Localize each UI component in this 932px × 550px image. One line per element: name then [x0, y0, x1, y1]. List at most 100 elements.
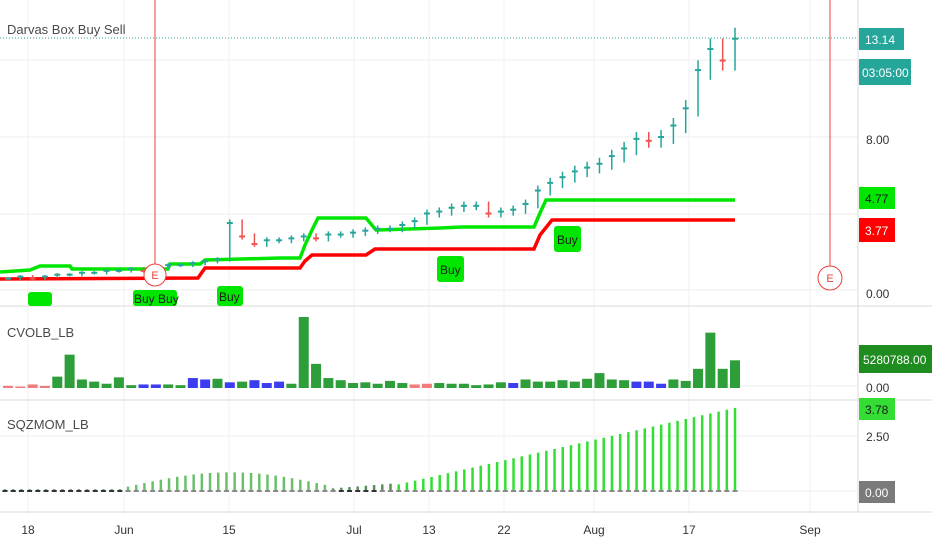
volume-bar — [508, 383, 519, 388]
volume-bar — [126, 385, 137, 388]
volume-bar — [89, 381, 100, 388]
volume-bar — [39, 385, 50, 388]
candle — [17, 275, 24, 280]
momentum-tag: 3.78 — [859, 398, 895, 420]
volume-bar — [730, 360, 740, 388]
price-tag-box-top: 4.77 — [859, 187, 895, 209]
box-bottom-text: 3.77 — [865, 224, 889, 238]
volume-tag-text: 5280788.00 — [863, 353, 927, 367]
volume-bar — [224, 382, 235, 388]
candle — [633, 131, 640, 156]
volume-pane-title: CVOLB_LB — [7, 325, 74, 340]
momentum-axis[interactable]: 3.78 2.50 0.00 — [859, 398, 895, 503]
candle — [411, 217, 418, 229]
candle — [485, 201, 492, 218]
buy-signal-1[interactable]: Buy — [437, 256, 464, 282]
candle — [202, 259, 209, 266]
candle — [263, 237, 270, 247]
volume-bar — [261, 383, 272, 388]
candle — [214, 257, 221, 264]
buy-signal-3[interactable]: Buy — [217, 286, 243, 306]
candle — [695, 60, 702, 117]
pane-separators[interactable] — [0, 0, 932, 513]
volume-bar — [434, 383, 445, 388]
candle — [473, 201, 480, 211]
volume-bar — [619, 380, 630, 388]
candle — [251, 233, 258, 247]
volume-bar — [212, 378, 223, 388]
momentum-tag-text: 3.78 — [865, 403, 889, 417]
volume-bar — [286, 383, 297, 388]
volume-bar — [705, 332, 716, 388]
volume-bar — [249, 380, 260, 388]
main-pane-title: Darvas Box Buy Sell — [7, 22, 126, 37]
volume-bar — [409, 384, 420, 388]
volume-bar — [569, 381, 580, 388]
earnings-marker-aug[interactable]: E — [817, 265, 843, 291]
time-label-sep: Sep — [799, 523, 821, 537]
candle — [226, 219, 233, 262]
candle — [621, 141, 628, 163]
volume-bar — [483, 384, 494, 388]
volume-bar — [348, 383, 359, 388]
buy-signal-edge[interactable] — [28, 292, 52, 306]
volume-bar — [3, 385, 13, 388]
candle — [313, 233, 320, 242]
price-tag-box-bottom: 3.77 — [859, 218, 895, 242]
candle — [596, 157, 603, 174]
candle — [645, 131, 652, 148]
momentum-zero-text: 0.00 — [865, 486, 889, 500]
volume-bar — [668, 379, 679, 388]
candle — [707, 38, 714, 80]
candle — [239, 219, 246, 240]
time-label-15: 15 — [222, 523, 236, 537]
volume-bar — [200, 379, 211, 388]
time-label-18: 18 — [21, 523, 35, 537]
buy-signal-label: Buy — [219, 290, 240, 304]
countdown-tag: 03:05:00 — [859, 59, 911, 85]
volume-bar — [471, 385, 482, 388]
time-label-17: 17 — [682, 523, 696, 537]
candle — [682, 100, 689, 134]
candle — [374, 225, 381, 235]
volume-bar — [274, 381, 285, 388]
volume-bar — [187, 378, 198, 388]
candle — [165, 263, 172, 269]
buy-signal-2[interactable]: Buy — [554, 226, 581, 252]
candle — [177, 263, 184, 268]
time-grid — [27, 0, 811, 514]
volume-bar — [138, 384, 149, 388]
time-label-jun: Jun — [114, 523, 133, 537]
earnings-marker-jun[interactable]: E — [143, 263, 167, 287]
candle — [276, 237, 283, 244]
earnings-label: E — [826, 273, 833, 285]
volume-bar — [52, 376, 63, 388]
candle — [103, 269, 110, 275]
volume-tick-0: 0.00 — [866, 381, 890, 395]
price-axis[interactable]: 13.14 03:05:00 8.00 4.77 3.77 0.00 — [859, 28, 911, 301]
candle — [423, 209, 430, 225]
candle — [608, 149, 615, 170]
volume-bar — [298, 317, 309, 388]
volume-bar — [163, 384, 174, 388]
candle — [337, 231, 344, 238]
candle — [436, 207, 443, 218]
momentum-tick-2-5: 2.50 — [866, 430, 890, 444]
volume-axis[interactable]: 5280788.00 0.00 — [859, 345, 932, 395]
candle — [534, 185, 541, 209]
candle — [386, 225, 393, 233]
volume-bar — [656, 383, 667, 388]
candle — [670, 117, 677, 145]
volume-bar — [113, 377, 124, 388]
buy-buy-signal[interactable]: Buy Buy — [133, 290, 179, 306]
volume-bar — [15, 386, 26, 388]
volume-bar — [520, 379, 531, 388]
volume-bar — [64, 354, 75, 388]
darvas-bottom-line — [0, 218, 735, 281]
candle — [522, 199, 529, 214]
volume-bar — [680, 380, 691, 388]
time-axis[interactable]: 18 Jun 15 Jul 13 22 Aug 17 Sep — [21, 523, 821, 537]
candle — [91, 271, 98, 275]
volume-bar — [631, 381, 642, 388]
